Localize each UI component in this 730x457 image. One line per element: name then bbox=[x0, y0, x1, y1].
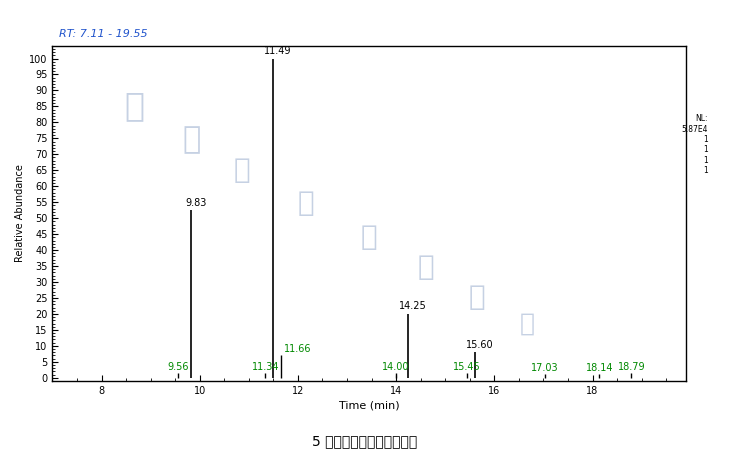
Text: 标: 标 bbox=[182, 125, 201, 154]
Text: 18.79: 18.79 bbox=[618, 362, 645, 372]
Text: 5 种嗅味物质的标准色谱图: 5 种嗅味物质的标准色谱图 bbox=[312, 434, 418, 448]
Text: 准: 准 bbox=[234, 156, 250, 184]
Text: 18.14: 18.14 bbox=[585, 363, 613, 373]
Text: 9.56: 9.56 bbox=[167, 362, 189, 372]
Text: 服: 服 bbox=[418, 253, 434, 281]
Text: 9.83: 9.83 bbox=[185, 197, 207, 207]
Text: 方: 方 bbox=[125, 90, 145, 122]
Text: 15.60: 15.60 bbox=[466, 340, 493, 350]
Text: 14.00: 14.00 bbox=[383, 362, 410, 372]
Text: 11.49: 11.49 bbox=[264, 46, 291, 56]
Y-axis label: Relative Abundance: Relative Abundance bbox=[15, 165, 25, 262]
Text: 11.66: 11.66 bbox=[284, 345, 311, 355]
Text: 15.45: 15.45 bbox=[453, 362, 481, 372]
Text: 14.25: 14.25 bbox=[399, 301, 427, 311]
Text: 17.03: 17.03 bbox=[531, 363, 558, 373]
Text: 11.34: 11.34 bbox=[252, 362, 280, 372]
Text: 务: 务 bbox=[469, 283, 485, 311]
Text: 息: 息 bbox=[361, 223, 377, 251]
Text: NL:
5.87E4
1
1
1
1: NL: 5.87E4 1 1 1 1 bbox=[682, 114, 708, 175]
Text: RT: 7.11 - 19.55: RT: 7.11 - 19.55 bbox=[58, 29, 147, 39]
X-axis label: Time (min): Time (min) bbox=[339, 400, 399, 410]
Text: 平: 平 bbox=[520, 312, 535, 336]
Text: 信: 信 bbox=[297, 189, 314, 218]
